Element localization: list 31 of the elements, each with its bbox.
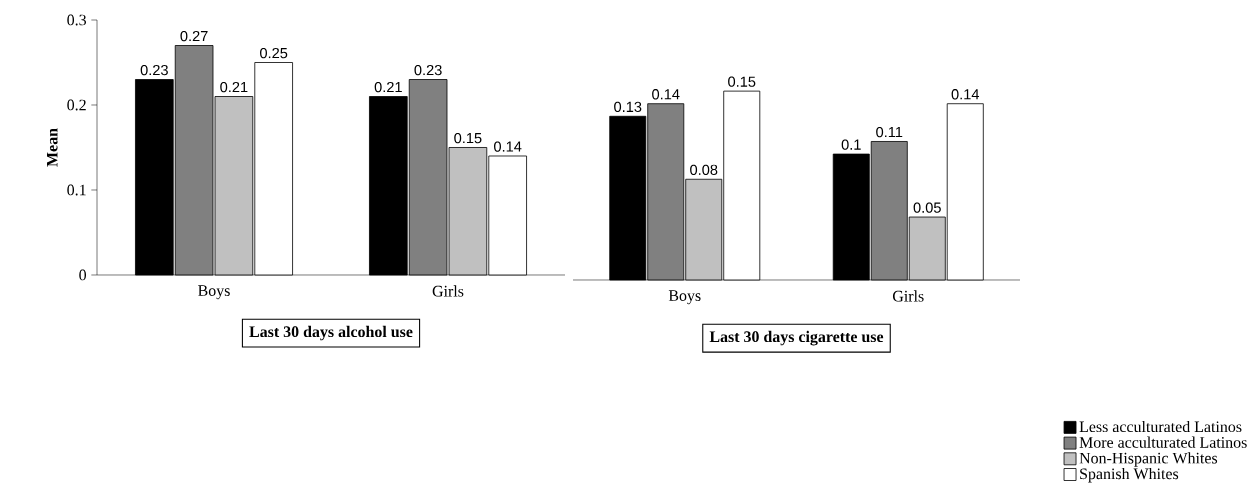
data-label: 0.15	[454, 132, 482, 144]
data-label: 0.15	[728, 76, 756, 87]
data-label: 0.11	[876, 126, 903, 138]
x-axis-title: Last 30 days cigarette use	[709, 330, 884, 346]
x-tick-label: Boys	[668, 290, 701, 305]
data-label: 0.21	[374, 81, 402, 93]
data-label: 0.23	[414, 64, 442, 76]
legend-label: Non-Hispanic Whites	[1079, 452, 1218, 467]
x-tick-label: Girls	[892, 290, 924, 302]
data-label: 0.27	[180, 30, 208, 42]
data-label: 0.25	[260, 47, 288, 59]
data-label: 0.13	[614, 101, 642, 113]
data-label: 0.05	[913, 202, 941, 213]
data-label: 0.14	[494, 141, 522, 152]
data-label: 0.21	[220, 81, 248, 93]
data-label: 0.08	[690, 164, 718, 175]
x-tick-label: Girls	[432, 285, 464, 297]
data-label: 0.1	[841, 139, 861, 150]
legend-label: Less acculturated Latinos	[1079, 420, 1242, 433]
data-label: 0.14	[951, 89, 980, 100]
data-label: 0.14	[652, 89, 680, 100]
legend-label: More acculturated Latinos	[1079, 436, 1247, 448]
y-tick-label: 0	[79, 269, 87, 281]
y-tick-label: 0.2	[67, 99, 86, 111]
y-tick-label: 0.1	[67, 184, 86, 196]
legend-label: Spanish Whites	[1080, 467, 1179, 483]
x-tick-label: Boys	[198, 285, 230, 300]
x-axis-title: Last 30 days alcohol use	[249, 325, 413, 341]
data-label: 0.23	[140, 64, 168, 76]
y-axis-title: Mean	[47, 128, 58, 167]
y-tick-label: 0.3	[67, 14, 87, 26]
